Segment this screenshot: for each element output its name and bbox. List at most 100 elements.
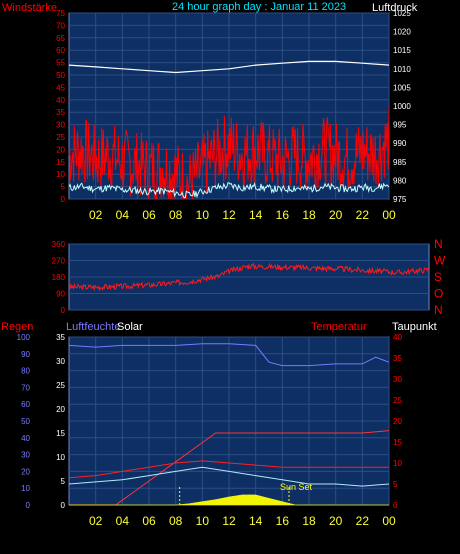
y-left-tick-label: 60 [21,400,30,409]
pressure-series [68,60,390,74]
y-left-tick-label: 55 [56,59,65,68]
x-tick-label: 02 [89,208,103,222]
y-left-tick-label: 50 [21,417,30,426]
y-right-tick-label: 975 [393,195,407,204]
x-tick-label: 14 [249,514,263,528]
y-left-tick-label: 20 [21,467,30,476]
wind-direction-series [68,262,430,292]
y-tick-label: 90 [56,290,65,299]
x-tick-label: 10 [196,514,210,528]
rain-label: Regen [1,321,33,333]
x-tick-label: 22 [356,208,370,222]
y-right-tick-label: 40 [393,333,402,342]
y-left-tick-label: 35 [56,108,65,117]
y-mid-tick-label: 10 [56,453,65,462]
y-right-tick-label: 980 [393,176,407,185]
x-tick-label: 02 [89,514,103,528]
temperature-label: Temperatur [311,321,367,333]
y-left-tick-label: 45 [56,83,65,92]
y-left-tick-label: 5 [61,183,66,192]
dewpoint-series [68,466,390,487]
wind-avg-series [68,181,390,199]
y-right-tick-label: 25 [393,396,402,405]
y-left-tick-label: 0 [61,195,66,204]
y-left-tick-label: 15 [56,158,65,167]
y-left-tick-label: 40 [56,96,65,105]
x-tick-label: 16 [276,514,290,528]
y-right-tick-label: 1010 [393,65,411,74]
y-right-tick-label: 1020 [393,28,411,37]
y-mid-tick-label: 25 [56,381,65,390]
dewpoint-label: Taupunkt [392,321,437,333]
y-left-tick-label: 75 [56,9,65,18]
x-tick-label: 18 [302,514,316,528]
y-right-tick-label: 30 [393,375,402,384]
y-tick-label: 0 [61,306,66,315]
sunset-label: Sun Set [280,482,313,492]
x-tick-label: 04 [116,514,130,528]
x-tick-label: 04 [116,208,130,222]
y-left-tick-label: 50 [56,71,65,80]
y-left-tick-label: 10 [21,484,30,493]
x-tick-label: 12 [222,208,236,222]
y-right-tick-label: 1000 [393,102,411,111]
x-tick-label: 06 [142,208,156,222]
y-left-tick-label: 30 [56,121,65,130]
y-mid-tick-label: 0 [61,501,66,510]
humidity-label: Luftfeuchte [66,321,120,333]
y-tick-label: 180 [52,273,66,282]
direction-label: W [434,254,446,268]
x-tick-label: 10 [196,208,210,222]
y-right-tick-label: 5 [393,480,398,489]
y-left-tick-label: 70 [56,21,65,30]
humidity-series [68,343,390,367]
direction-label: O [434,287,443,301]
y-tick-label: 270 [52,257,66,266]
y-right-tick-label: 10 [393,459,402,468]
x-tick-label: 22 [356,514,370,528]
y-left-tick-label: 65 [56,34,65,43]
y-mid-tick-label: 35 [56,333,65,342]
graph-title: 24 hour graph day : Januar 11 2023 [172,1,346,13]
y-left-tick-label: 60 [56,46,65,55]
y-right-tick-label: 1015 [393,46,411,55]
x-tick-label: 00 [382,514,396,528]
x-tick-label: 00 [382,208,396,222]
y-mid-tick-label: 30 [56,357,65,366]
x-tick-label: 08 [169,514,183,528]
x-tick-label: 14 [249,208,263,222]
wind-label: Windstärke [2,2,57,14]
direction-label: N [434,303,443,317]
y-left-tick-label: 90 [21,350,30,359]
direction-label: S [434,270,442,284]
y-mid-tick-label: 5 [61,477,66,486]
y-right-tick-label: 1005 [393,83,411,92]
y-right-tick-label: 20 [393,417,402,426]
wind-series [68,107,390,200]
pressure-label: Luftdruck [372,2,418,14]
y-mid-tick-label: 15 [56,429,65,438]
x-tick-label: 20 [329,514,343,528]
y-left-tick-label: 0 [26,501,31,510]
y-left-tick-label: 70 [21,383,30,392]
y-left-tick-label: 25 [56,133,65,142]
direction-label: N [434,237,443,251]
y-left-tick-label: 40 [21,434,30,443]
y-tick-label: 360 [52,240,66,249]
y-left-tick-label: 30 [21,451,30,460]
y-right-tick-label: 995 [393,121,407,130]
y-right-tick-label: 990 [393,139,407,148]
y-left-tick-label: 20 [56,145,65,154]
y-right-tick-label: 35 [393,354,402,363]
x-tick-label: 16 [276,208,290,222]
y-right-tick-label: 985 [393,158,407,167]
y-right-tick-label: 1025 [393,9,411,18]
x-tick-label: 20 [329,208,343,222]
x-tick-label: 06 [142,514,156,528]
y-left-tick-label: 80 [21,367,30,376]
y-left-tick-label: 100 [17,333,31,342]
x-tick-label: 18 [302,208,316,222]
y-right-tick-label: 0 [393,501,398,510]
y-right-tick-label: 15 [393,438,402,447]
